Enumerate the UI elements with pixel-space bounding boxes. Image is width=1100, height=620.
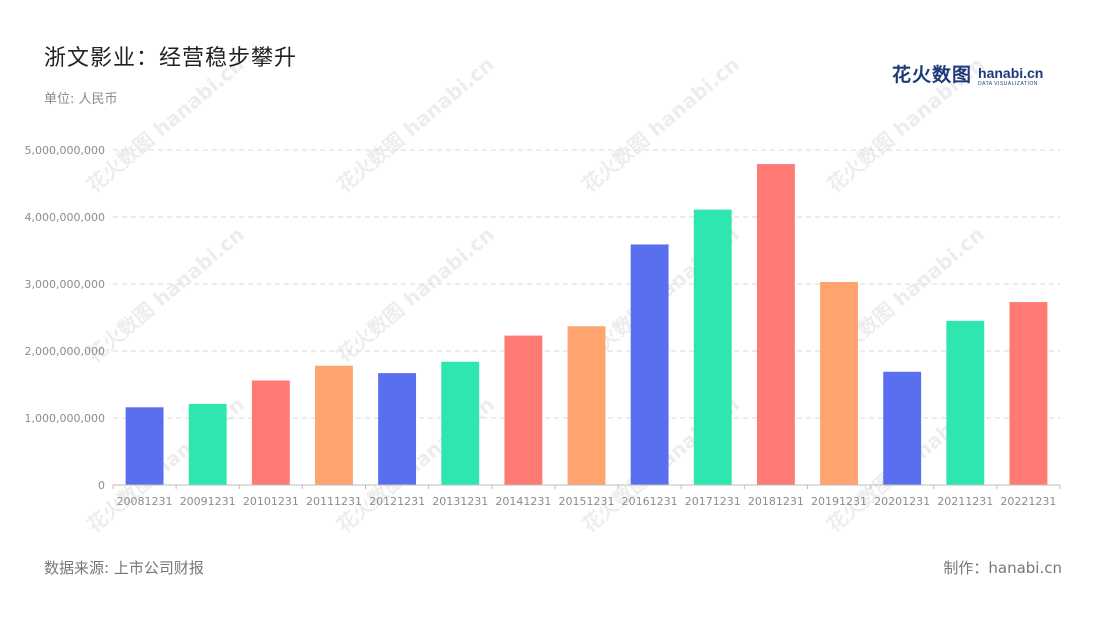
bar: [441, 361, 480, 485]
bar: [188, 403, 227, 485]
x-tick-label: 20131231: [432, 495, 488, 508]
x-tick-label: 20141231: [495, 495, 551, 508]
bar: [820, 281, 858, 485]
x-tick-label: 20171231: [685, 495, 741, 508]
x-tick-label: 20181231: [748, 495, 804, 508]
bars: [125, 164, 1048, 485]
x-tick-label: 20161231: [622, 495, 678, 508]
data-source: 数据来源: 上市公司财报: [44, 559, 204, 577]
bar: [125, 407, 164, 485]
x-axis: 20081231 20091231 20101231 20111231 20121231…: [112, 484, 1061, 508]
logo-subtitle: DATA VISUALIZATION: [978, 81, 1038, 87]
y-tick-label: 1,000,000,000: [25, 412, 105, 425]
bar: [946, 320, 985, 485]
unit-label: 单位: 人民币: [44, 92, 118, 107]
x-tick-label: 20191231: [811, 495, 867, 508]
y-tick-label: 3,000,000,000: [25, 278, 105, 291]
bar: [756, 164, 795, 485]
chart-title: 浙文影业：经营稳步攀升: [44, 46, 298, 71]
y-axis: 0 1,000,000,000 2,000,000,000 3,000,000,000…: [25, 144, 105, 492]
x-tick-label: 20101231: [243, 495, 299, 508]
x-tick-label: 20111231: [306, 495, 362, 508]
x-tick-label: 20121231: [369, 495, 425, 508]
y-tick-label: 4,000,000,000: [25, 211, 105, 224]
bar: [504, 335, 543, 485]
x-tick-label: 20221231: [1000, 495, 1056, 508]
bar: [251, 380, 290, 485]
y-tick-label: 2,000,000,000: [25, 345, 105, 358]
x-tick-label: 20091231: [180, 495, 236, 508]
bar: [630, 244, 669, 485]
y-tick-label: 0: [98, 479, 105, 492]
x-tick-label: 20201231: [874, 495, 930, 508]
bar: [693, 209, 732, 485]
x-tick-label: 20081231: [117, 495, 173, 508]
bar: [567, 326, 606, 485]
bar: [315, 365, 353, 485]
y-tick-label: 5,000,000,000: [25, 144, 105, 157]
bar: [378, 373, 417, 485]
logo-en-group: hanabi.cn DATA VISUALIZATION: [978, 66, 1043, 87]
credit: 制作：hanabi.cn: [943, 559, 1062, 577]
logo-text-en: hanabi.cn: [978, 65, 1044, 81]
brand-logo: 花火数图 hanabi.cn DATA VISUALIZATION: [892, 60, 1043, 87]
x-tick-label: 20151231: [559, 495, 615, 508]
x-tick-label: 20211231: [937, 495, 993, 508]
logo-text-cn: 花火数图: [892, 64, 973, 86]
bar: [883, 371, 922, 485]
bar: [1009, 302, 1048, 485]
